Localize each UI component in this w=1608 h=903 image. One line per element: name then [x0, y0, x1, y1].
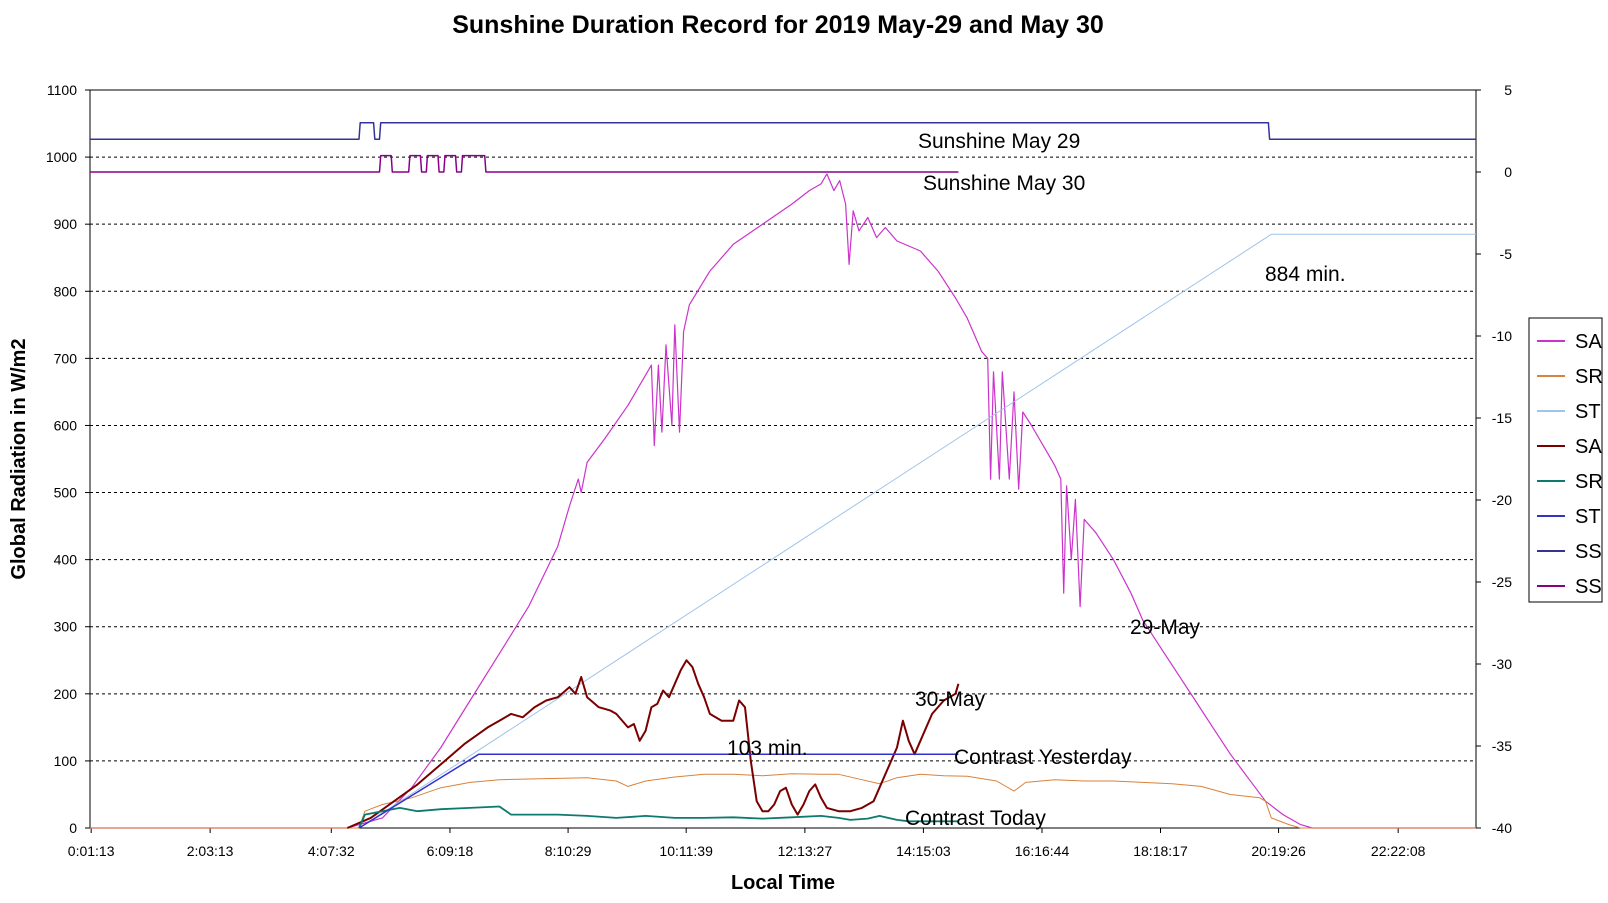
- x-tick-label: 4:07:32: [308, 843, 355, 859]
- y-tick-label: 1000: [46, 149, 77, 165]
- x-tick-label: 10:11:39: [659, 843, 713, 859]
- legend-label: SR: [1575, 471, 1603, 493]
- series-line-st30: [358, 753, 959, 829]
- series-line-sr30: [358, 805, 959, 829]
- legend-label: SR: [1575, 366, 1603, 388]
- y-tick-label: 200: [54, 686, 78, 702]
- annotation-total-may29: 884 min.: [1265, 263, 1346, 286]
- y-tick-label: 400: [54, 552, 78, 568]
- y-tick-label: 0: [69, 820, 77, 836]
- annotation-label-may29: 29-May: [1130, 616, 1201, 639]
- series-line-ss30: [90, 154, 959, 173]
- annotation-contrast-yesterday: Contrast Yesterday: [954, 746, 1132, 769]
- x-tick-label: 18:18:17: [1133, 843, 1188, 859]
- y2-tick-label: -5: [1500, 246, 1513, 262]
- chart-title: Sunshine Duration Record for 2019 May-29…: [452, 11, 1104, 39]
- annotation-contrast-today: Contrast Today: [905, 807, 1046, 830]
- legend-box: [1528, 317, 1603, 603]
- annotation-sunshine-may30: Sunshine May 30: [923, 172, 1085, 195]
- y2-axis: 5 0 -5 -10 -15 -20 -25 -30 -35 -40: [1476, 82, 1512, 836]
- plot-area-border: [89, 89, 1477, 829]
- y2-tick-label: -10: [1492, 328, 1512, 344]
- y2-tick-label: -35: [1492, 738, 1512, 754]
- y-tick-label: 1100: [47, 82, 77, 98]
- grid: [90, 156, 1476, 762]
- legend-label: ST: [1575, 506, 1601, 528]
- series-line-st29: [358, 233, 1476, 829]
- x-tick-label: 22:22:08: [1371, 843, 1426, 859]
- x-tick-label: 8:10:29: [545, 843, 592, 859]
- y2-tick-label: -30: [1492, 656, 1512, 672]
- y-tick-label: 600: [54, 417, 78, 433]
- y-tick-label: 800: [54, 283, 78, 299]
- y2-tick-label: -40: [1492, 820, 1512, 836]
- series-line-sa30: [346, 659, 960, 829]
- legend-label: SA: [1575, 331, 1602, 353]
- x-tick-label: 6:09:18: [427, 843, 474, 859]
- x-tick-label: 16:16:44: [1015, 843, 1070, 859]
- annotation-total-may30: 103 min.: [727, 737, 808, 760]
- series-line-ss29: [90, 122, 1476, 140]
- x-tick-label: 20:19:26: [1251, 843, 1306, 859]
- y-axis-title: Global Radiation in W/m2: [8, 338, 30, 579]
- x-axis: 0:01:13 2:03:13 4:07:32 6:09:18 8:10:29 10:11…: [68, 828, 1426, 859]
- series-line-sr29: [90, 773, 1476, 829]
- y2-tick-label: -20: [1492, 492, 1512, 508]
- x-tick-label: 14:15:03: [896, 843, 951, 859]
- y2-tick-label: -15: [1492, 410, 1512, 426]
- y-axis: 0 100 200 300 400 500 600 700 800 900 1000 1100: [46, 82, 90, 836]
- y2-tick-label: 0: [1504, 164, 1512, 180]
- y-tick-label: 100: [54, 753, 78, 769]
- y-tick-label: 900: [54, 216, 78, 232]
- y2-tick-label: 5: [1504, 82, 1512, 98]
- x-axis-title: Local Time: [731, 872, 835, 894]
- annotation-sunshine-may29: Sunshine May 29: [918, 130, 1080, 153]
- x-tick-label: 12:13:27: [778, 843, 833, 859]
- series-layer: [90, 122, 1476, 829]
- annotation-label-may30: 30-May: [915, 688, 986, 711]
- legend-label: SS: [1575, 576, 1602, 598]
- y-tick-label: 700: [54, 350, 78, 366]
- y2-tick-label: -25: [1492, 574, 1512, 590]
- y-tick-label: 300: [54, 619, 78, 635]
- x-tick-label: 2:03:13: [187, 843, 234, 859]
- legend-label: SA: [1575, 436, 1602, 458]
- legend: SA SR ST SA SR ST SS SS: [1528, 317, 1603, 603]
- legend-label: ST: [1575, 401, 1601, 423]
- series-line-sa29: [90, 173, 1476, 829]
- x-tick-label: 0:01:13: [68, 843, 115, 859]
- legend-label: SS: [1575, 541, 1602, 563]
- y-tick-label: 500: [54, 485, 78, 501]
